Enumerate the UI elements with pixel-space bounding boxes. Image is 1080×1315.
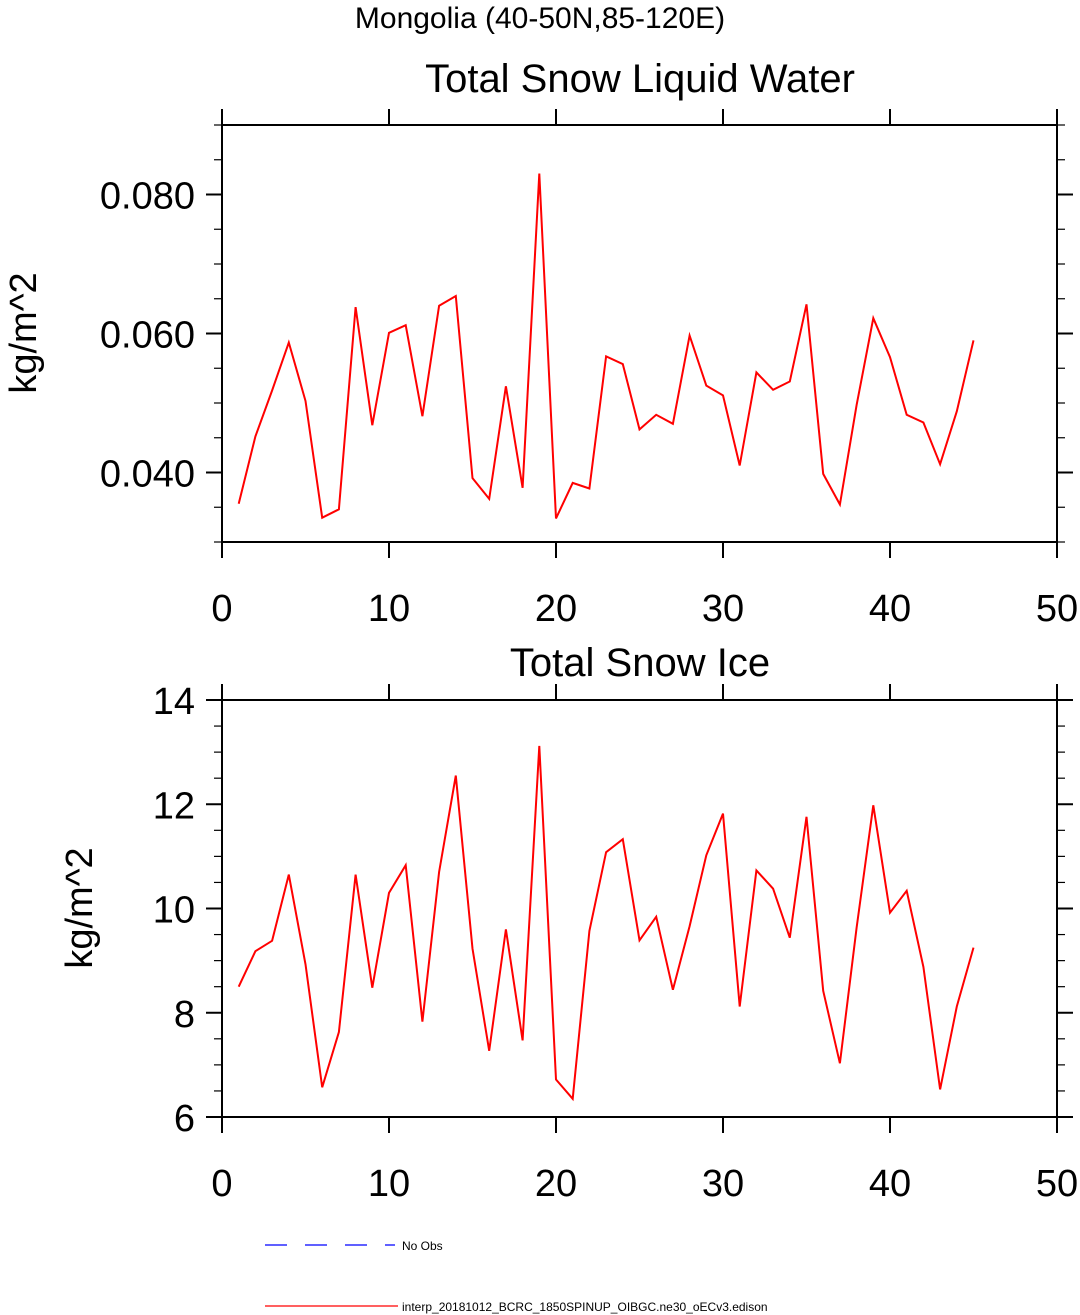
x-tick-label: 40 (869, 588, 911, 630)
x-tick-label: 30 (702, 588, 744, 630)
legend: No Obs interp_20181012_BCRC_1850SPINUP_O… (265, 1239, 768, 1314)
y-tick-label: 0.060 (100, 315, 195, 357)
chart-top-series (237, 173, 975, 520)
chart-bottom-frame (221, 699, 1058, 1118)
y-tick-label: 14 (153, 681, 195, 723)
series-line (237, 173, 975, 520)
y-tick-label: 10 (153, 890, 195, 932)
chart-top-ylabel: kg/m^2 (3, 272, 45, 393)
chart-bottom-series (237, 745, 975, 1102)
x-tick-label: 10 (368, 588, 410, 630)
legend-label-no-obs: No Obs (402, 1239, 443, 1253)
chart-bottom-tick-labels: 0 10 20 30 40 50 6 8 10 12 14 (153, 681, 1078, 1205)
y-tick-label: 6 (174, 1098, 195, 1140)
x-tick-label: 20 (535, 1163, 577, 1205)
series-line (237, 745, 975, 1102)
chart-top: Total Snow Liquid Water kg/m^2 0 10 20 30 40… (3, 57, 1078, 630)
x-tick-label: 40 (869, 1163, 911, 1205)
chart-bottom-ticks (206, 684, 1073, 1133)
legend-item-model: interp_20181012_BCRC_1850SPINUP_OIBGC.ne… (265, 1300, 768, 1314)
x-tick-label: 30 (702, 1163, 744, 1205)
y-tick-label: 0.080 (100, 176, 195, 218)
x-tick-label: 50 (1036, 588, 1078, 630)
chart-top-frame (221, 124, 1058, 543)
x-tick-label: 0 (211, 588, 232, 630)
y-tick-label: 12 (153, 785, 195, 827)
chart-bottom: Total Snow Ice kg/m^2 0 10 20 30 40 50 6 8 10 12 1… (59, 641, 1078, 1205)
y-tick-label: 0.040 (100, 454, 195, 496)
chart-bottom-ylabel: kg/m^2 (59, 847, 101, 968)
chart-top-tick-labels: 0 10 20 30 40 50 0.040 0.060 0.080 (100, 176, 1078, 631)
chart-bottom-title: Total Snow Ice (510, 641, 770, 685)
chart-top-title: Total Snow Liquid Water (425, 57, 855, 101)
x-tick-label: 20 (535, 588, 577, 630)
legend-item-no-obs: No Obs (265, 1239, 443, 1253)
x-tick-label: 10 (368, 1163, 410, 1205)
x-tick-label: 50 (1036, 1163, 1078, 1205)
y-tick-label: 8 (174, 994, 195, 1036)
legend-label-model: interp_20181012_BCRC_1850SPINUP_OIBGC.ne… (402, 1300, 768, 1314)
chart-top-ticks (206, 109, 1073, 558)
page-title: Mongolia (40-50N,85-120E) (355, 2, 725, 35)
x-tick-label: 0 (211, 1163, 232, 1205)
